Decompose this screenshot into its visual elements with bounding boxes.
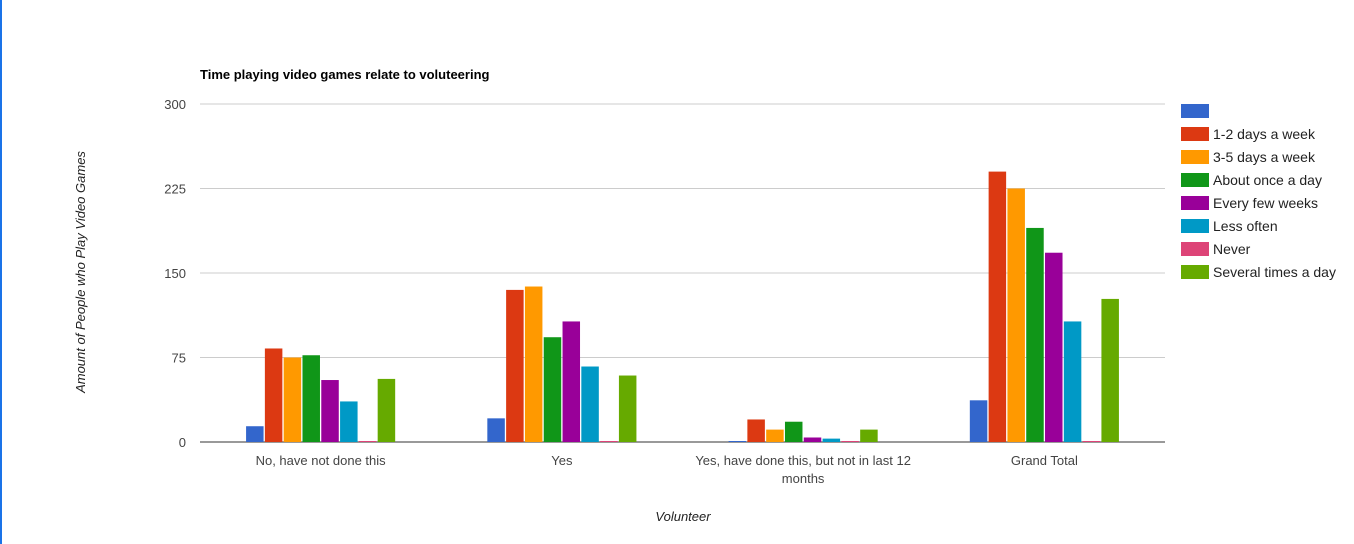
bar [618,375,637,442]
legend-swatch [1181,242,1209,256]
x-tick-labels: No, have not done this Yes Yes, have done … [256,453,1078,486]
bar [1101,298,1119,442]
bar [969,400,988,442]
legend-swatch [1181,219,1209,233]
bar [358,441,377,442]
bar [1026,227,1044,442]
bar [321,380,339,442]
y-axis-title: Amount of People who Play Video Games [73,151,88,394]
legend-label: Every few weeks [1213,195,1318,211]
bar [822,438,841,442]
y-tick-label: 300 [164,97,186,112]
bar [803,437,822,442]
bar [600,441,618,442]
y-tick-label: 150 [164,266,186,281]
x-tick-label: Yes [551,453,573,468]
bar [728,441,747,442]
x-tick-label: Grand Total [1011,453,1078,468]
bar [340,401,358,442]
x-tick-label: No, have not done this [256,453,387,468]
bar [524,286,543,442]
bar [487,418,505,442]
bar [562,321,581,442]
legend-label: About once a day [1213,172,1322,188]
legend-swatch [1181,150,1209,164]
bar [988,171,1007,442]
legend-swatch [1181,173,1209,187]
legend-label: Less often [1213,218,1278,234]
y-tick-labels: 0 75 150 225 300 [164,97,186,450]
bar [1045,252,1063,442]
bar [1063,321,1082,442]
bar [283,357,302,442]
bar [766,429,784,442]
legend-swatch [1181,265,1209,279]
bar [506,289,524,442]
y-tick-label: 225 [164,182,186,197]
legend-swatch [1181,196,1209,210]
legend-label: Several times a day [1213,264,1336,280]
bar [1007,188,1025,442]
bar [264,348,283,442]
x-axis-title: Volunteer [655,509,711,524]
y-tick-label: 0 [179,435,186,450]
legend-swatch [1181,127,1209,141]
bar [581,366,599,442]
bar [246,426,264,442]
bar [377,378,396,442]
frame-left-border [0,0,2,544]
legend: 1-2 days a week 3-5 days a week About once… [1181,104,1336,280]
bar [1082,441,1101,442]
bar [543,337,562,442]
legend-label: 3-5 days a week [1213,149,1316,165]
bar [841,441,859,442]
chart-title: Time playing video games relate to volut… [200,67,490,82]
bar [860,429,878,442]
legend-label: Never [1213,241,1251,257]
bar [784,421,803,442]
bar [302,355,320,442]
x-tick-label: Yes, have done this, but not in last 12 [695,453,911,468]
bar [747,419,765,442]
y-tick-label: 75 [172,351,186,366]
legend-label: 1-2 days a week [1213,126,1316,142]
x-tick-label: months [782,471,825,486]
bars [246,171,1119,442]
legend-swatch [1181,104,1209,118]
